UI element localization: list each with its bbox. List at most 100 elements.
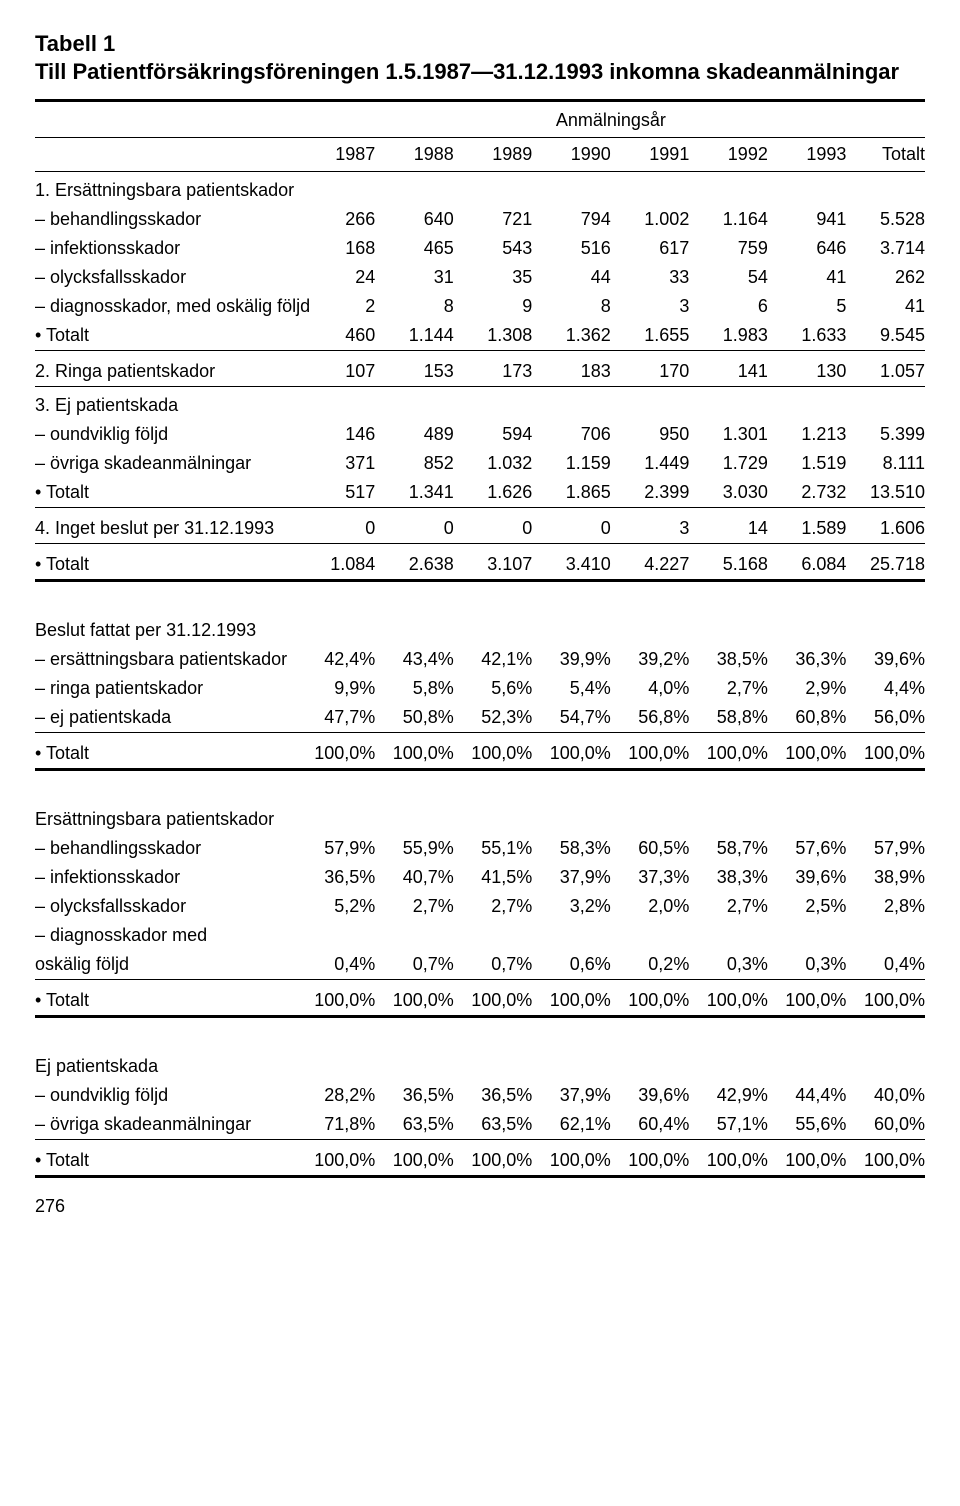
cell: 5 xyxy=(768,292,847,321)
cell: 38,5% xyxy=(689,645,768,674)
table-heading: Till Patientförsäkringsföreningen 1.5.19… xyxy=(35,58,925,86)
cell: 262 xyxy=(846,263,925,292)
row-label: – behandlingsskador xyxy=(35,834,297,863)
cell: 63,5% xyxy=(454,1110,533,1140)
cell: 100,0% xyxy=(532,980,611,1017)
table-row: – diagnosskador, med oskälig följd289836… xyxy=(35,292,925,321)
cell: 460 xyxy=(297,321,376,351)
cell: 4.227 xyxy=(611,544,690,581)
cell: 24 xyxy=(297,263,376,292)
cell: 6.084 xyxy=(768,544,847,581)
cell: 57,9% xyxy=(297,834,376,863)
cell: 107 xyxy=(297,351,376,387)
cell: 0 xyxy=(297,508,376,544)
cell: 14 xyxy=(689,508,768,544)
cell: 63,5% xyxy=(375,1110,454,1140)
row-label: • Totalt xyxy=(35,980,297,1017)
cell: 37,3% xyxy=(611,863,690,892)
cell: 36,5% xyxy=(375,1081,454,1110)
cell: 39,6% xyxy=(768,863,847,892)
row-label: • Totalt xyxy=(35,478,297,508)
row-label: 1. Ersättningsbara patientskador xyxy=(35,172,297,205)
cell: 1.308 xyxy=(454,321,533,351)
cell: 50,8% xyxy=(375,703,454,733)
table-row: – infektionsskador1684655435166177596463… xyxy=(35,234,925,263)
cell: 1.002 xyxy=(611,205,690,234)
col-head: 1990 xyxy=(532,138,611,172)
cell: 1.626 xyxy=(454,478,533,508)
cell: 646 xyxy=(768,234,847,263)
cell: 371 xyxy=(297,449,376,478)
cell: 6 xyxy=(689,292,768,321)
cell: 42,4% xyxy=(297,645,376,674)
row-label: • Totalt xyxy=(35,1140,297,1177)
cell: 0,3% xyxy=(689,950,768,980)
cell: 56,0% xyxy=(846,703,925,733)
row-label: Ersättningsbara patientskador xyxy=(35,805,297,834)
cell: 146 xyxy=(297,420,376,449)
cell: 9 xyxy=(454,292,533,321)
cell: 2,5% xyxy=(768,892,847,921)
table-row: – ersättningsbara patientskador42,4%43,4… xyxy=(35,645,925,674)
cell: 100,0% xyxy=(689,733,768,770)
cell: 100,0% xyxy=(689,980,768,1017)
cell: 5.528 xyxy=(846,205,925,234)
cell: 100,0% xyxy=(454,733,533,770)
data-table: Anmälningsår 1987 1988 1989 1990 1991 19… xyxy=(35,99,925,1178)
table-row: – ej patientskada47,7%50,8%52,3%54,7%56,… xyxy=(35,703,925,733)
cell: 950 xyxy=(611,420,690,449)
cell: 941 xyxy=(768,205,847,234)
cell: 3 xyxy=(611,292,690,321)
cell: 3 xyxy=(611,508,690,544)
table-row: Ersättningsbara patientskador xyxy=(35,805,925,834)
row-label: 2. Ringa patientskador xyxy=(35,351,297,387)
table-row: – övriga skadeanmälningar71,8%63,5%63,5%… xyxy=(35,1110,925,1140)
cell: 168 xyxy=(297,234,376,263)
cell: 41 xyxy=(846,292,925,321)
row-label: • Totalt xyxy=(35,733,297,770)
cell: 9,9% xyxy=(297,674,376,703)
table-row: • Totalt100,0%100,0%100,0%100,0%100,0%10… xyxy=(35,1140,925,1177)
cell: 56,8% xyxy=(611,703,690,733)
cell: 100,0% xyxy=(454,1140,533,1177)
cell: 3.714 xyxy=(846,234,925,263)
cell: 13.510 xyxy=(846,478,925,508)
cell: 100,0% xyxy=(375,733,454,770)
cell: 54 xyxy=(689,263,768,292)
cell: 1.606 xyxy=(846,508,925,544)
table-row: oskälig följd0,4%0,7%0,7%0,6%0,2%0,3%0,3… xyxy=(35,950,925,980)
cell: 1.032 xyxy=(454,449,533,478)
cell: 794 xyxy=(532,205,611,234)
cell: 4,4% xyxy=(846,674,925,703)
table-row: – ringa patientskador9,9%5,8%5,6%5,4%4,0… xyxy=(35,674,925,703)
cell: 37,9% xyxy=(532,1081,611,1110)
table-title-block: Tabell 1 Till Patientförsäkringsförening… xyxy=(35,30,925,85)
cell: 130 xyxy=(768,351,847,387)
col-head: 1988 xyxy=(375,138,454,172)
table-row: – oundviklig följd28,2%36,5%36,5%37,9%39… xyxy=(35,1081,925,1110)
table-row: – olycksfallsskador5,2%2,7%2,7%3,2%2,0%2… xyxy=(35,892,925,921)
cell: 41 xyxy=(768,263,847,292)
cell: 43,4% xyxy=(375,645,454,674)
row-label: – oundviklig följd xyxy=(35,420,297,449)
cell: 44 xyxy=(532,263,611,292)
cell: 41,5% xyxy=(454,863,533,892)
table-row: – behandlingsskador2666407217941.0021.16… xyxy=(35,205,925,234)
cell: 52,3% xyxy=(454,703,533,733)
cell: 36,5% xyxy=(297,863,376,892)
cell: 100,0% xyxy=(611,733,690,770)
cell: 0,6% xyxy=(532,950,611,980)
row-label: – övriga skadeanmälningar xyxy=(35,1110,297,1140)
cell: 1.341 xyxy=(375,478,454,508)
cell: 47,7% xyxy=(297,703,376,733)
cell: 0,2% xyxy=(611,950,690,980)
cell: 1.164 xyxy=(689,205,768,234)
cell: 31 xyxy=(375,263,454,292)
cell: 100,0% xyxy=(768,1140,847,1177)
cell: 2.399 xyxy=(611,478,690,508)
row-label: – behandlingsskador xyxy=(35,205,297,234)
cell: 60,5% xyxy=(611,834,690,863)
cell: 100,0% xyxy=(454,980,533,1017)
row-label: oskälig följd xyxy=(35,950,297,980)
cell: 55,6% xyxy=(768,1110,847,1140)
